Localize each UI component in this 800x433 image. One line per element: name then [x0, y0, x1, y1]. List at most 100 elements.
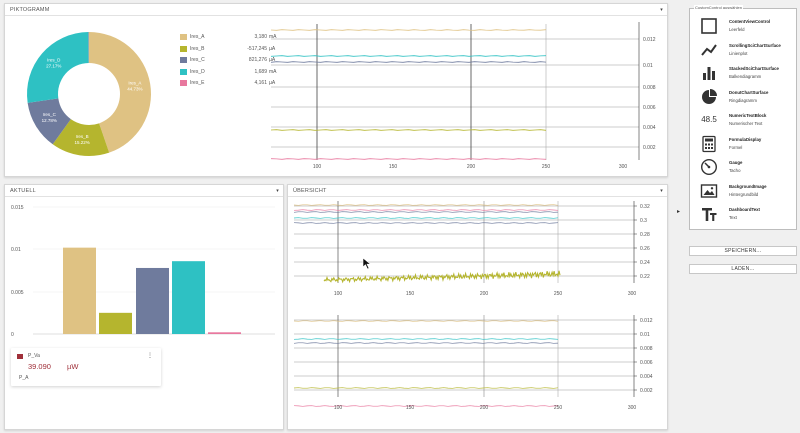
- x-tick-label: 100: [334, 405, 343, 411]
- control-option-BackgroundImage[interactable]: BackgroundImage Hintergrundbild: [690, 180, 796, 202]
- control-option-DashboardText[interactable]: DashboardText Text: [690, 203, 796, 225]
- legend-item-Ires_C: Ires_C 821,276 µA: [180, 57, 290, 65]
- control-option-ScrollingSciChartSurface[interactable]: ScrollingSciChartSurface Linienplot: [690, 39, 796, 61]
- legend-name: Ires_D: [190, 68, 205, 75]
- legend-name: Ires_E: [190, 80, 205, 86]
- x-tick-label: 150: [406, 291, 415, 297]
- y-tick-label: 0.004: [643, 125, 656, 131]
- donut-pct-Ires_B: 15.22%: [75, 140, 90, 145]
- bar: [63, 247, 96, 334]
- y-tick-label: 0.008: [643, 85, 656, 91]
- series-line: [293, 342, 559, 344]
- legend-item-Ires_A: Ires_A 3,180 mA: [180, 34, 290, 42]
- control-selection-group: CustomControl auswählen ContentViewContr…: [689, 5, 797, 230]
- overview-panel-header: ÜBERSICHT ▾: [288, 185, 667, 197]
- pie-chart-icon: [700, 88, 718, 106]
- donut-label-Ires_C: Ires_C: [43, 112, 57, 117]
- x-tick-label: 150: [389, 164, 398, 170]
- control-title: StackedSciChartSurface: [729, 66, 779, 71]
- square-outline-icon: [700, 17, 718, 35]
- legend-unit: µA: [269, 80, 276, 86]
- x-tick-label: 100: [334, 291, 343, 297]
- x-tick-label: 100: [313, 164, 322, 170]
- control-option-StackedSciChartSurface[interactable]: StackedSciChartSurface Balkendiagramm: [690, 62, 796, 84]
- series-line: [270, 158, 547, 160]
- series-line: [293, 204, 559, 206]
- y-tick-label: 0.012: [643, 37, 656, 43]
- series-line: [293, 209, 559, 211]
- x-tick-label: 250: [554, 405, 563, 411]
- legend-name: Ires_B: [190, 45, 205, 52]
- bar: [172, 261, 205, 334]
- y-tick-label: 0.01: [643, 63, 653, 69]
- actual-panel: AKTUELL ▾ 0.015 0.01 0.005 0 P_Va ⋮ 39.090 …: [4, 184, 284, 430]
- top-panel-header: PIKTOGRAMM ▾: [5, 4, 667, 16]
- top-panel-title: PIKTOGRAMM: [10, 7, 50, 13]
- legend-value: 821,276: [248, 57, 267, 63]
- y-tick-label: 0: [11, 332, 14, 338]
- control-subtitle: Hintergrundbild: [729, 191, 759, 197]
- x-tick-label: 200: [480, 405, 489, 411]
- y-tick-label: 0.004: [640, 374, 653, 380]
- series-line: [293, 405, 559, 407]
- overview-panel: ÜBERSICHT ▾ 0.32 0.3 0.28 0.26 0.24 0.22 100 15…: [287, 184, 668, 430]
- donut-label-Ires_B: Ires_B: [76, 134, 89, 139]
- top-line-chart: 0.012 0.01 0.008 0.006 0.004 0.002 100 150 200 25…: [270, 22, 656, 170]
- top-panel: PIKTOGRAMM ▾ Ires_A 44.73% Ires_B 15.22% Ire…: [4, 3, 668, 177]
- card-menu-icon[interactable]: ⋮: [147, 353, 153, 359]
- donut-slice-Ires_A: [89, 32, 151, 153]
- donut-slice-Ires_B: [52, 119, 110, 156]
- legend-swatch: [180, 45, 187, 52]
- card-series-name: P_Va: [28, 353, 40, 359]
- series-line: [293, 320, 559, 322]
- control-subtitle: Linienplot: [729, 50, 748, 56]
- save-button[interactable]: SPEICHERN...: [689, 246, 797, 256]
- card-value: 39.090: [28, 362, 51, 371]
- series-line: [293, 387, 559, 389]
- control-title: ScrollingSciChartSurface: [729, 42, 781, 48]
- sidebar-collapse-arrow[interactable]: ▸: [677, 209, 681, 215]
- donut-pct-Ires_C: 12.78%: [42, 118, 57, 123]
- x-tick-label: 200: [467, 164, 476, 170]
- load-button[interactable]: LADEN...: [689, 264, 797, 274]
- y-tick-label: 0.012: [640, 318, 653, 324]
- control-subtitle: Leerfeld: [729, 27, 745, 32]
- actual-panel-header: AKTUELL ▾: [5, 185, 283, 197]
- control-subtitle: Ringdiagramm: [729, 97, 757, 103]
- legend-value: 3,180: [254, 34, 267, 40]
- value-card[interactable]: P_Va ⋮ 39.090 µW P_A: [11, 348, 161, 386]
- card-unit: µW: [67, 362, 79, 371]
- legend-value: 1,689: [254, 68, 267, 75]
- image-icon: [700, 182, 718, 200]
- overview-panel-menu-caret[interactable]: ▾: [660, 188, 663, 194]
- numeric-icon: 48.5: [701, 115, 717, 124]
- control-title: Gauge: [729, 160, 743, 165]
- y-tick-label: 0.3: [640, 218, 647, 224]
- legend-item-Ires_B: Ires_B -517,245 µA: [180, 45, 290, 54]
- control-option-Gauge[interactable]: Gauge Tacho: [690, 156, 796, 178]
- series-line: [293, 338, 559, 340]
- mouse-cursor-icon: [362, 257, 372, 270]
- card-color-swatch: [17, 354, 23, 359]
- legend-swatch: [180, 34, 187, 40]
- control-subtitle: Balkendiagramm: [729, 74, 762, 79]
- overview-panel-title: ÜBERSICHT: [293, 188, 327, 194]
- overview-top-chart: 0.32 0.3 0.28 0.26 0.24 0.22 100 150 200 250 300: [293, 201, 650, 297]
- actual-panel-menu-caret[interactable]: ▾: [276, 188, 279, 194]
- control-option-NumericTextBlock[interactable]: 48.5 NumericTextBlock Numerischer Text: [690, 109, 796, 131]
- y-tick-label: 0.006: [640, 360, 653, 366]
- control-title: NumericTextBlock: [729, 113, 767, 118]
- top-panel-menu-caret[interactable]: ▾: [660, 7, 663, 13]
- y-tick-label: 0.24: [640, 260, 650, 266]
- series-line: [293, 222, 559, 224]
- gauge-icon: [700, 158, 718, 176]
- control-option-DonutChartSurface[interactable]: DonutChartSurface Ringdiagramm: [690, 86, 796, 108]
- x-tick-label: 250: [542, 164, 551, 170]
- control-option-ContentViewControl[interactable]: ContentViewControl Leerfeld: [690, 15, 796, 37]
- calculator-icon: [700, 135, 718, 153]
- legend-name: Ires_C: [190, 57, 205, 63]
- card-subtitle: P_A: [19, 375, 29, 381]
- y-tick-label: 0.26: [640, 246, 650, 252]
- control-option-FormulaDisplay[interactable]: FormulaDisplay Formel: [690, 133, 796, 155]
- y-tick-label: 0.32: [640, 204, 650, 210]
